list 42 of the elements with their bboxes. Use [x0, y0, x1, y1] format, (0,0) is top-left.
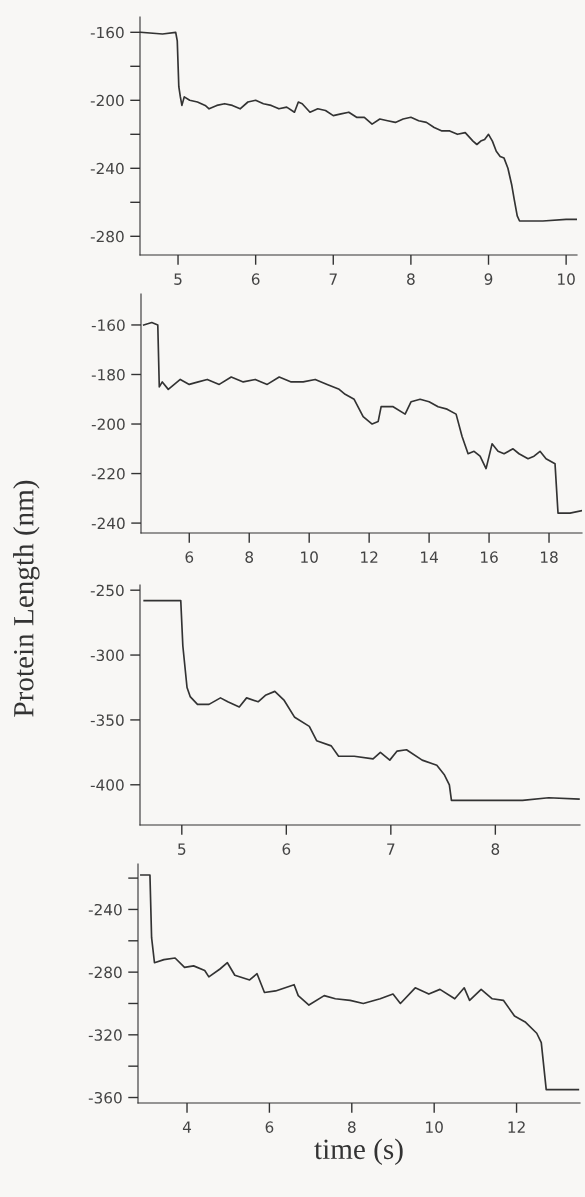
x-tick-label: 6: [251, 273, 260, 285]
y-tick-label: -200: [90, 94, 124, 107]
y-tick-label: -220: [91, 468, 125, 480]
x-tick-label: 8: [407, 273, 415, 285]
y-tick-label: -240: [88, 903, 122, 916]
y-tick-label: -360: [88, 1091, 122, 1104]
y-tick-label: -400: [90, 779, 124, 791]
x-tick-label: 8: [245, 551, 254, 563]
y-tick-label: -280: [90, 230, 124, 243]
y-tick-label: -280: [88, 966, 122, 979]
x-tick-label: 8: [491, 843, 500, 855]
x-tick-label: 10: [426, 1121, 443, 1133]
x-tick-label: 10: [301, 551, 318, 563]
x-tick-label: 7: [329, 273, 337, 285]
y-tick-label: -350: [90, 714, 124, 726]
x-axis-title: time (s): [314, 1138, 403, 1166]
x-tick-label: 6: [265, 1121, 274, 1133]
x-tick-label: 12: [508, 1121, 525, 1133]
x-tick-label: 9: [484, 273, 493, 285]
y-tick-label: -180: [91, 368, 125, 381]
y-tick-label: -160: [91, 319, 125, 331]
x-tick-label: 10: [558, 273, 575, 285]
y-tick-label: -160: [90, 26, 124, 39]
y-tick-label: -200: [91, 418, 125, 431]
x-tick-label: 5: [174, 273, 182, 285]
x-tick-label: 5: [178, 843, 186, 855]
x-tick-label: 18: [540, 551, 558, 563]
y-tick-label: -240: [91, 517, 125, 530]
x-tick-label: 8: [347, 1121, 356, 1133]
y-tick-label: -320: [88, 1029, 122, 1041]
y-tick-label: -250: [90, 584, 124, 597]
x-tick-label: 14: [421, 551, 438, 563]
x-tick-label: 16: [481, 551, 498, 563]
x-tick-label: 6: [185, 551, 194, 563]
y-tick-label: -300: [90, 649, 124, 662]
x-tick-label: 4: [182, 1121, 192, 1133]
x-tick-label: 12: [361, 551, 378, 563]
y-tick-label: -240: [90, 162, 124, 175]
line-series: [143, 599, 580, 802]
x-tick-label: 6: [282, 843, 291, 855]
y-axis-title: Protein Length (nm): [13, 480, 40, 717]
x-tick-label: 7: [387, 843, 395, 855]
